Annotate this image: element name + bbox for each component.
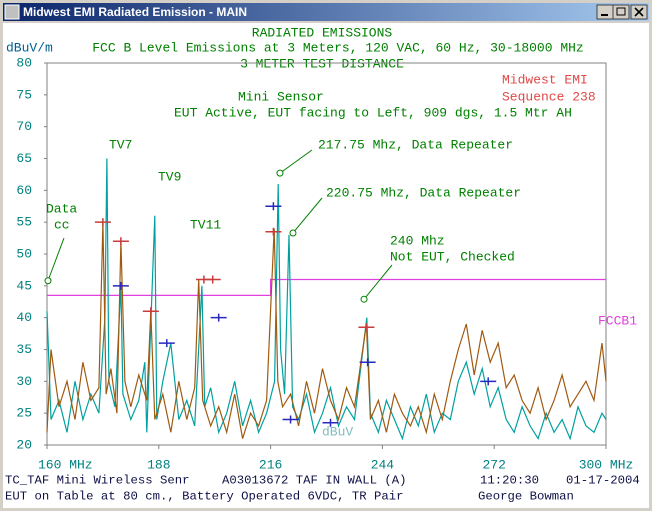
annotation-point (276, 169, 284, 177)
footer-text: 01-17-2004 (566, 473, 640, 487)
y-tick-label: 35 (16, 342, 32, 357)
y-tick-label: 30 (16, 374, 32, 389)
y-tick-label: 55 (16, 215, 32, 230)
peak-marker (282, 415, 299, 424)
peak-marker (112, 281, 129, 290)
title-bar (3, 3, 649, 21)
window-title: Midwest EMI Radiated Emission - MAIN (23, 5, 247, 19)
peak-marker (210, 313, 227, 322)
footer-text: A03013672 TAF IN WALL (A) (222, 473, 406, 487)
y-tick-label: 75 (16, 87, 32, 102)
peak-marker (142, 307, 159, 316)
annotation: Data (46, 201, 77, 216)
series-line (46, 222, 607, 439)
y-axis-label: dBuV/m (6, 40, 53, 55)
annotation: EUT Active, EUT facing to Left, 909 dgs,… (174, 105, 572, 120)
leader-line (47, 237, 65, 281)
restore-icon (616, 7, 626, 16)
y-tick-label: 80 (16, 55, 32, 70)
peak-marker (480, 377, 497, 386)
y-tick-label: 40 (16, 310, 32, 325)
y-tick-label: 70 (16, 119, 32, 134)
leader-line (363, 264, 393, 300)
annotation: dBuV (322, 424, 353, 439)
peak-marker (158, 339, 175, 348)
minimize-button[interactable] (596, 4, 614, 20)
annotation: Mini Sensor (238, 89, 324, 104)
x-tick-label: 188 (147, 457, 170, 472)
x-tick-label: 272 (482, 457, 505, 472)
chart-title: 3 METER TEST DISTANCE (240, 56, 404, 71)
footer-text: 11:20:30 (480, 473, 539, 487)
annotation: Midwest EMI (502, 72, 588, 87)
peak-marker (112, 237, 129, 246)
y-tick-label: 20 (16, 437, 32, 452)
footer-text: George Bowman (478, 489, 574, 503)
y-tick-label: 65 (16, 151, 32, 166)
annotation-point (360, 295, 368, 303)
peak-marker (265, 227, 282, 236)
annotation: TV7 (109, 137, 132, 152)
x-tick-label: 216 (259, 457, 282, 472)
annotation-point (289, 229, 297, 237)
app-icon[interactable] (4, 4, 20, 20)
footer-text: TC_TAF Mini Wireless Senr (5, 473, 189, 487)
annotation: TV9 (158, 169, 181, 184)
annotation: FCCB1 (598, 313, 637, 328)
footer-text: EUT on Table at 80 cm., Battery Operated… (5, 489, 403, 503)
y-tick-label: 45 (16, 278, 32, 293)
annotation: cc (54, 217, 70, 232)
annotation: 240 Mhz (390, 233, 445, 248)
peak-marker (265, 202, 282, 211)
restore-button[interactable] (612, 4, 630, 20)
x-tick-label: 160 MHz (38, 457, 93, 472)
series-line (47, 278, 606, 296)
annotation: Sequence 238 (502, 89, 596, 104)
chart-title: FCC B Level Emissions at 3 Meters, 120 V… (92, 40, 583, 55)
annotation: 220.75 Mhz, Data Repeater (326, 185, 521, 200)
y-tick-label: 25 (16, 406, 32, 421)
window-buttons (596, 4, 648, 20)
peak-marker (204, 275, 221, 284)
x-tick-label: 244 (371, 457, 395, 472)
y-tick-label: 50 (16, 246, 32, 261)
peak-marker (359, 358, 376, 367)
peak-marker (322, 418, 339, 427)
annotation: Not EUT, Checked (390, 249, 515, 264)
peak-marker (94, 218, 111, 227)
series-line (46, 158, 607, 441)
close-icon (634, 7, 644, 17)
annotation: TV11 (190, 217, 221, 232)
chart-title: RADIATED EMISSIONS (252, 25, 393, 40)
leader-line (279, 149, 313, 174)
annotation: 217.75 Mhz, Data Repeater (318, 137, 513, 152)
annotation-point (44, 277, 52, 285)
y-tick-label: 60 (16, 183, 32, 198)
peak-marker (358, 323, 375, 332)
x-tick-label: 300 MHz (579, 457, 634, 472)
leader-line (292, 197, 323, 234)
